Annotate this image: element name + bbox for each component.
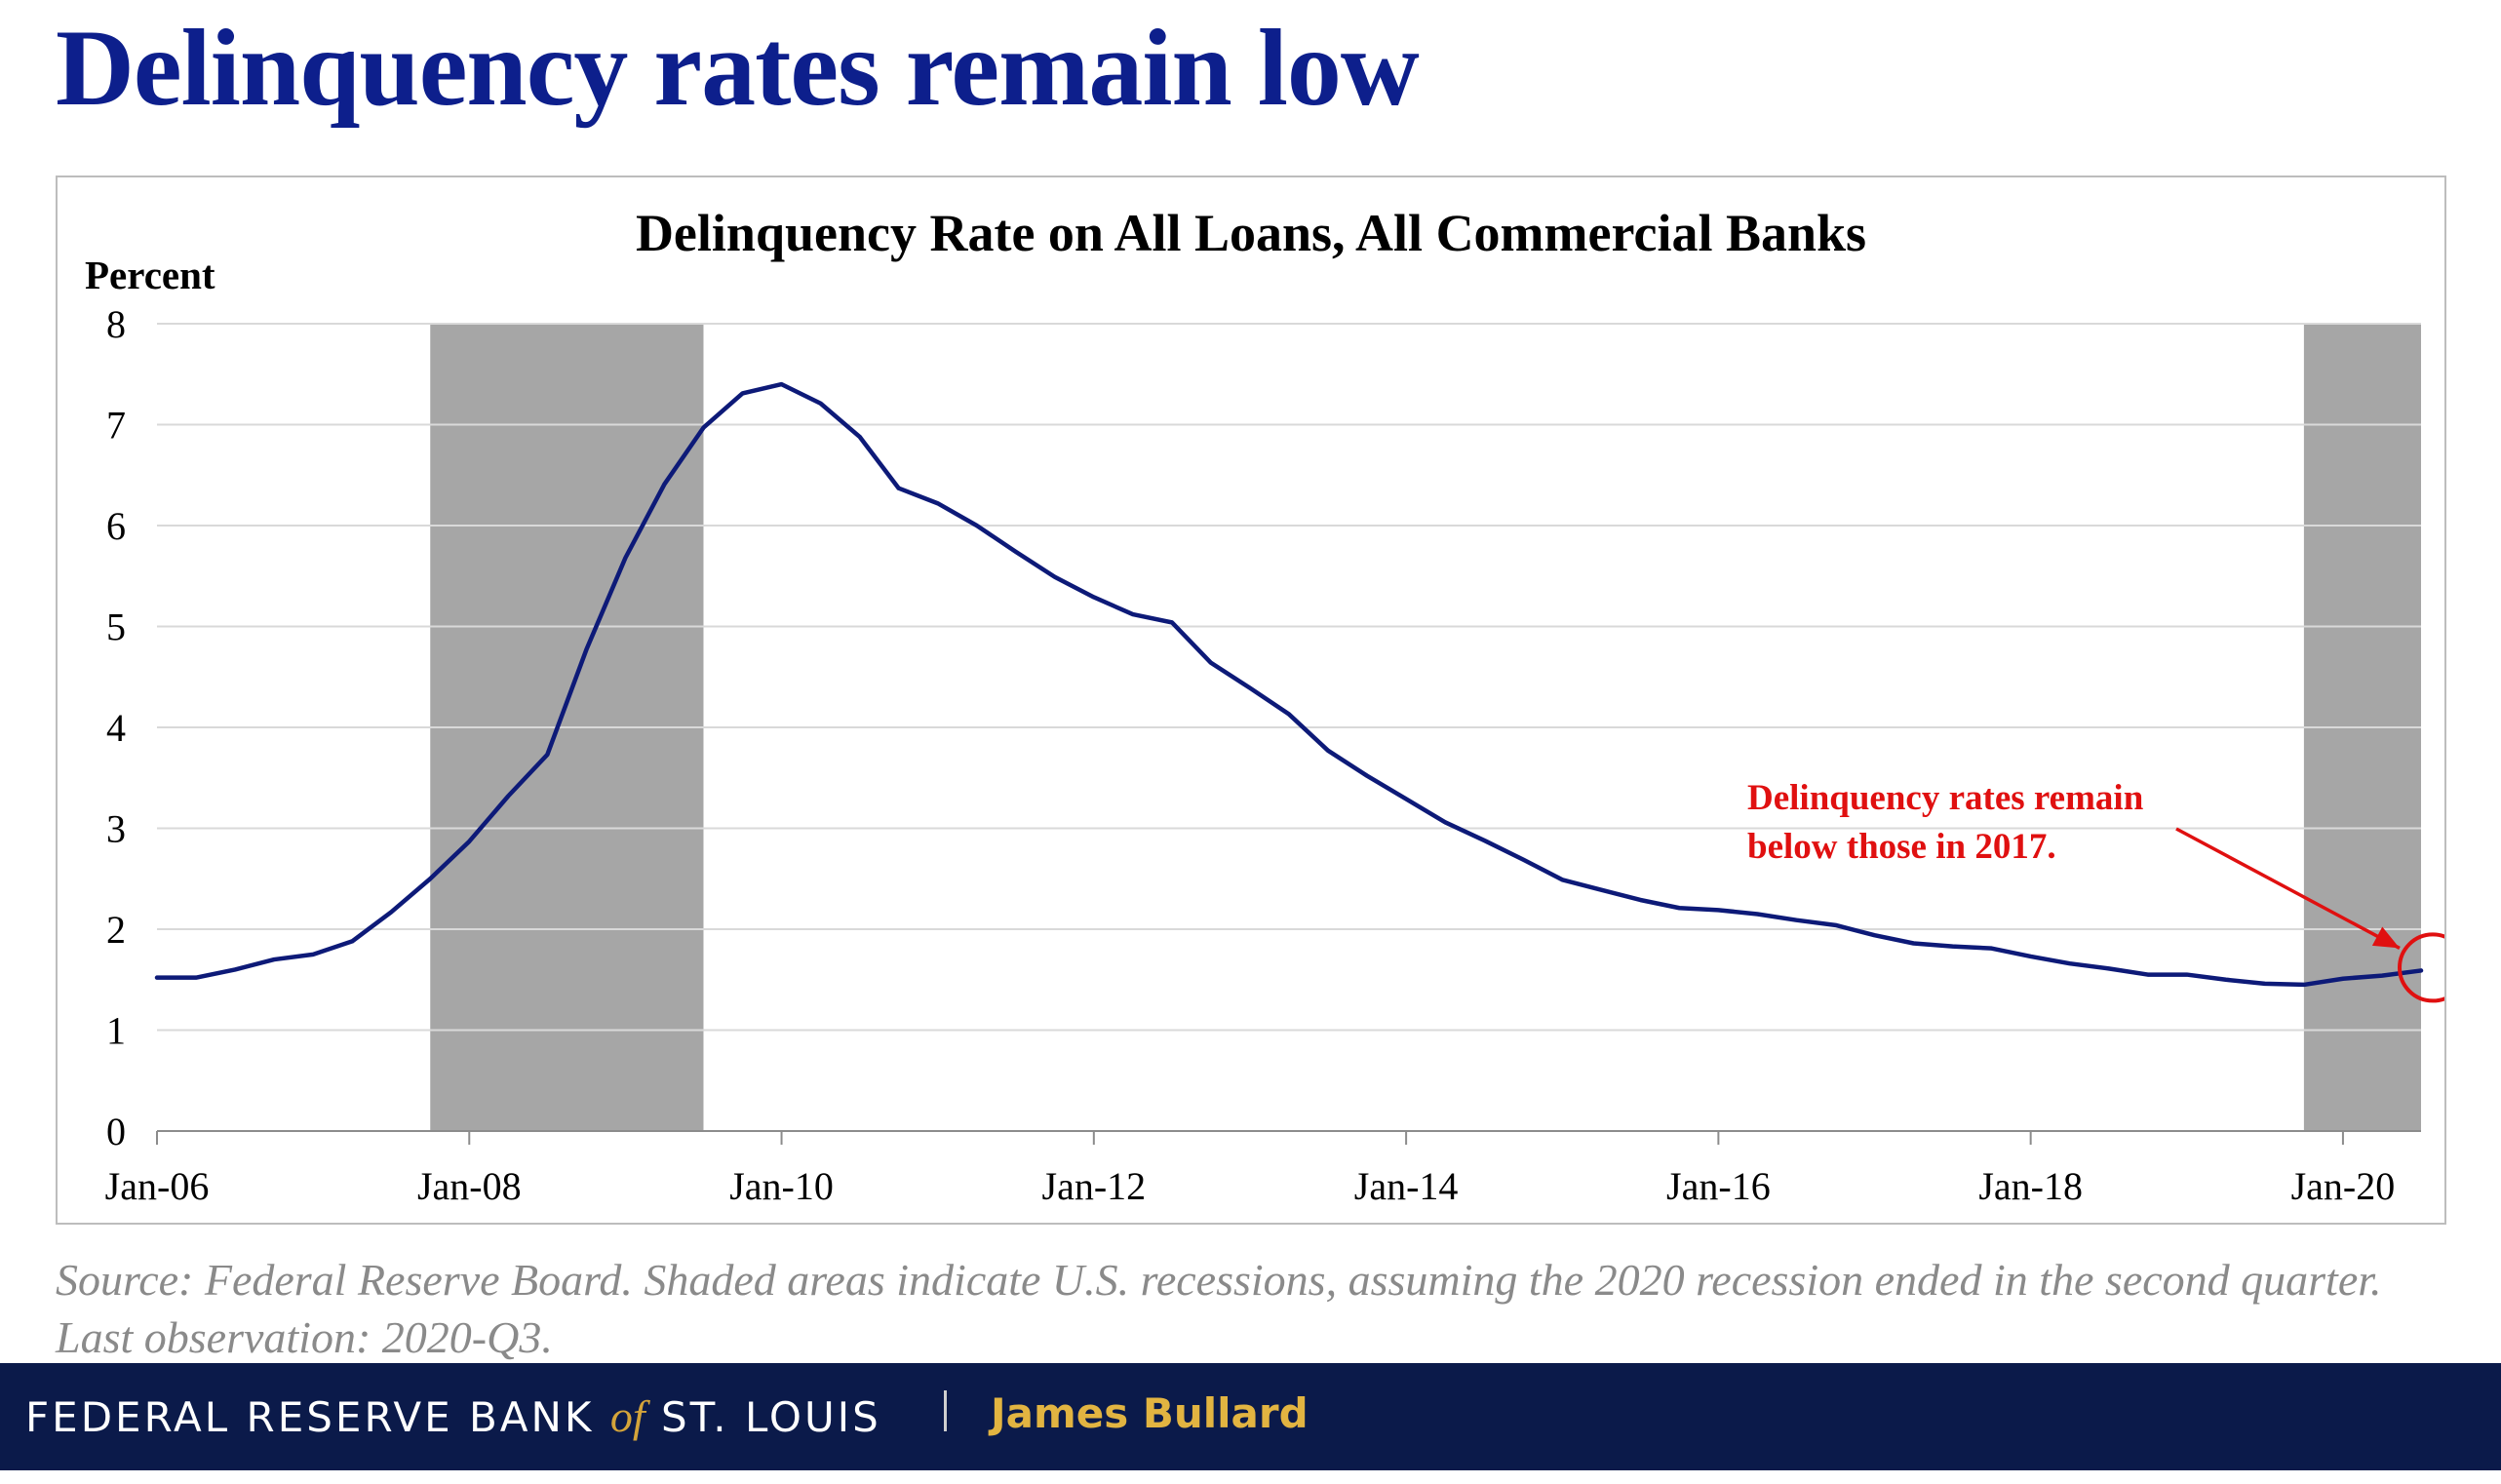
y-tick-label: 0 bbox=[106, 1110, 126, 1153]
x-tick-label: Jan-06 bbox=[105, 1164, 210, 1208]
source-note: Source: Federal Reserve Board. Shaded ar… bbox=[56, 1255, 2382, 1362]
chart-title: Delinquency Rate on All Loans, All Comme… bbox=[636, 204, 1866, 262]
chart-frame: 0 1 2 3 4 5 6 7 8 Jan-06 Jan-08 Jan-10 Jan-12 Jan-14 J… bbox=[56, 176, 2446, 1225]
footer-divider bbox=[944, 1390, 947, 1431]
annotation-arrow-head bbox=[2371, 926, 2400, 949]
annotation-circle bbox=[2398, 932, 2444, 1003]
footer-bar: FEDERAL RESERVE BANK of ST. LOUIS James … bbox=[0, 1363, 2501, 1470]
y-tick-label: 7 bbox=[106, 404, 126, 448]
slide-title: Delinquency rates remain low bbox=[56, 8, 1420, 129]
x-tick-label: Jan-16 bbox=[1666, 1164, 1771, 1208]
x-tick-label: Jan-20 bbox=[2291, 1164, 2396, 1208]
y-tick-label: 4 bbox=[106, 706, 126, 750]
x-tick-label: Jan-14 bbox=[1354, 1164, 1459, 1208]
delinquency-rate-line bbox=[154, 381, 2424, 988]
x-tick-label: Jan-08 bbox=[417, 1164, 522, 1208]
footer-org-name: FEDERAL RESERVE BANK of ST. LOUIS bbox=[25, 1390, 881, 1442]
x-tick-label: Jan-12 bbox=[1042, 1164, 1147, 1208]
y-tick-label: 8 bbox=[106, 302, 126, 346]
footer-org-of: of bbox=[609, 1391, 645, 1441]
x-tick-label: Jan-18 bbox=[1978, 1164, 2083, 1208]
y-tick-label: 6 bbox=[106, 504, 126, 548]
axes: 0 1 2 3 4 5 6 7 8 Jan-06 Jan-08 Jan-10 Jan-12 Jan-14 J… bbox=[105, 302, 2421, 1208]
y-tick-label: 1 bbox=[106, 1009, 126, 1053]
delinquency-chart: 0 1 2 3 4 5 6 7 8 Jan-06 Jan-08 Jan-10 Jan-12 Jan-14 J… bbox=[85, 204, 2444, 1208]
footer-org-part1: FEDERAL RESERVE BANK bbox=[25, 1393, 595, 1441]
annotation-text-line-1: Delinquency rates remain bbox=[1747, 778, 2144, 818]
annotation: Delinquency rates remain below those in … bbox=[1747, 778, 2444, 1003]
series-line-layer bbox=[154, 381, 2424, 988]
y-tick-label: 2 bbox=[106, 908, 126, 952]
y-tick-label: 5 bbox=[106, 605, 126, 649]
annotation-text-line-2: below those in 2017. bbox=[1747, 827, 2056, 867]
gridlines bbox=[157, 323, 2421, 1032]
annotation-arrow-line bbox=[2175, 827, 2401, 950]
footer-presenter: James Bullard bbox=[991, 1389, 1309, 1437]
x-tick-label: Jan-10 bbox=[729, 1164, 834, 1208]
y-axis-label: Percent bbox=[85, 253, 215, 297]
footer-org-part2: ST. LOUIS bbox=[660, 1393, 881, 1441]
y-tick-label: 3 bbox=[106, 807, 126, 851]
